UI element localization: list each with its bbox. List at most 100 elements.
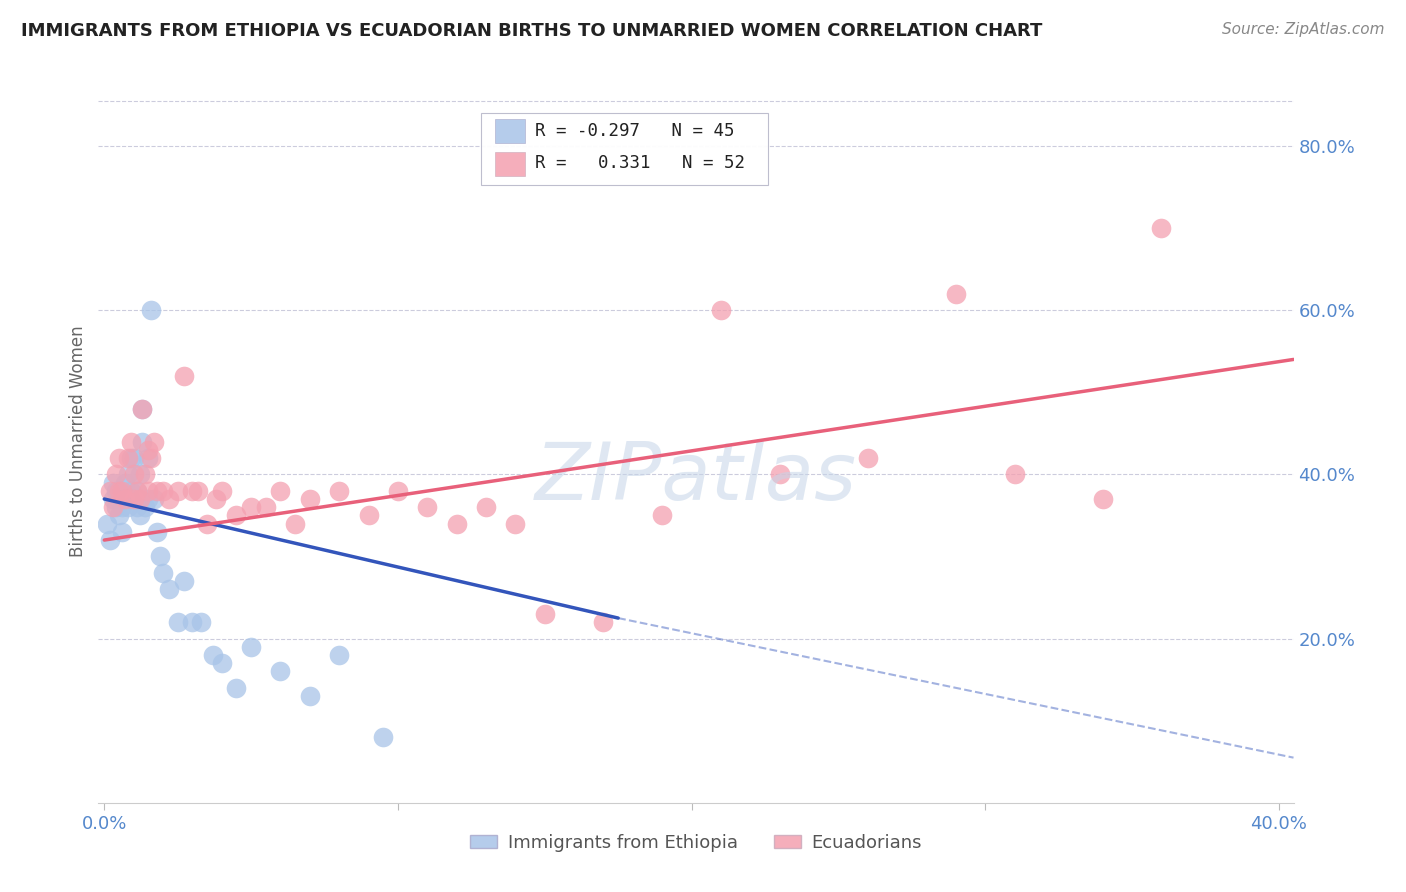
Point (152, 566, 174, 580)
Point (328, 483, 350, 498)
Point (101, 491, 124, 506)
Point (108, 491, 131, 506)
Point (131, 401, 153, 416)
Point (240, 640, 263, 654)
Text: Source: ZipAtlas.com: Source: ZipAtlas.com (1222, 22, 1385, 37)
Point (1150, 221, 1173, 235)
Point (141, 450, 163, 465)
Point (284, 516, 307, 531)
Point (446, 516, 468, 531)
Point (225, 681, 247, 695)
Point (1091, 491, 1114, 506)
Point (117, 500, 139, 515)
Point (143, 434, 166, 449)
Point (240, 500, 263, 515)
Point (201, 648, 224, 662)
Point (128, 491, 150, 506)
Point (128, 508, 150, 523)
Point (117, 467, 139, 482)
Text: R =   0.331   N = 52: R = 0.331 N = 52 (534, 154, 745, 172)
Point (125, 483, 148, 498)
Point (114, 475, 136, 490)
Point (138, 491, 160, 506)
Point (298, 491, 321, 506)
Point (225, 508, 247, 523)
Point (108, 450, 131, 465)
Point (105, 500, 128, 515)
FancyBboxPatch shape (481, 112, 768, 185)
Point (114, 491, 136, 506)
Point (211, 657, 233, 671)
Point (122, 450, 145, 465)
Point (173, 368, 195, 383)
Point (111, 483, 134, 498)
Point (122, 467, 145, 482)
Point (328, 648, 350, 662)
Text: ZIPatlas: ZIPatlas (534, 439, 858, 516)
Point (98, 533, 121, 547)
Point (122, 491, 145, 506)
Point (111, 524, 134, 539)
Point (173, 574, 195, 588)
Point (205, 491, 228, 506)
Point (475, 500, 498, 515)
Point (211, 483, 233, 498)
Point (146, 483, 169, 498)
Point (138, 450, 160, 465)
Point (187, 483, 209, 498)
Point (105, 467, 128, 482)
Point (108, 508, 131, 523)
Point (120, 483, 142, 498)
Point (105, 483, 128, 498)
Point (131, 434, 153, 449)
Point (166, 483, 188, 498)
Point (111, 500, 134, 515)
Point (149, 549, 172, 564)
Point (357, 508, 380, 523)
Point (254, 500, 277, 515)
Point (138, 442, 160, 457)
Point (146, 524, 169, 539)
Text: R = -0.297   N = 45: R = -0.297 N = 45 (534, 122, 734, 140)
Point (157, 491, 180, 506)
Point (190, 615, 212, 630)
Point (373, 730, 395, 744)
Point (138, 483, 160, 498)
Point (101, 500, 124, 515)
Text: IMMIGRANTS FROM ETHIOPIA VS ECUADORIAN BIRTHS TO UNMARRIED WOMEN CORRELATION CHA: IMMIGRANTS FROM ETHIOPIA VS ECUADORIAN B… (21, 22, 1042, 40)
Point (710, 303, 733, 318)
Point (114, 491, 136, 506)
Point (181, 615, 204, 630)
Point (108, 483, 131, 498)
Point (298, 689, 321, 703)
Point (592, 615, 614, 630)
Point (125, 483, 148, 498)
Point (134, 467, 156, 482)
Point (651, 508, 673, 523)
Point (856, 450, 879, 465)
Point (181, 483, 204, 498)
Point (131, 401, 153, 416)
Point (152, 483, 174, 498)
FancyBboxPatch shape (495, 120, 524, 143)
FancyBboxPatch shape (495, 152, 524, 176)
Y-axis label: Births to Unmarried Women: Births to Unmarried Women (69, 326, 87, 558)
Point (101, 475, 124, 490)
Point (1004, 467, 1026, 482)
Point (117, 450, 139, 465)
Legend: Immigrants from Ethiopia, Ecuadorians: Immigrants from Ethiopia, Ecuadorians (463, 826, 929, 859)
Point (125, 500, 148, 515)
Point (505, 516, 527, 531)
Point (122, 491, 145, 506)
Point (134, 500, 156, 515)
Point (945, 286, 967, 301)
Point (269, 665, 291, 679)
Point (98, 483, 121, 498)
Point (416, 500, 439, 515)
Point (166, 615, 188, 630)
Point (269, 483, 291, 498)
Point (769, 467, 792, 482)
Point (157, 582, 180, 597)
Point (96, 516, 118, 531)
Point (533, 607, 555, 621)
